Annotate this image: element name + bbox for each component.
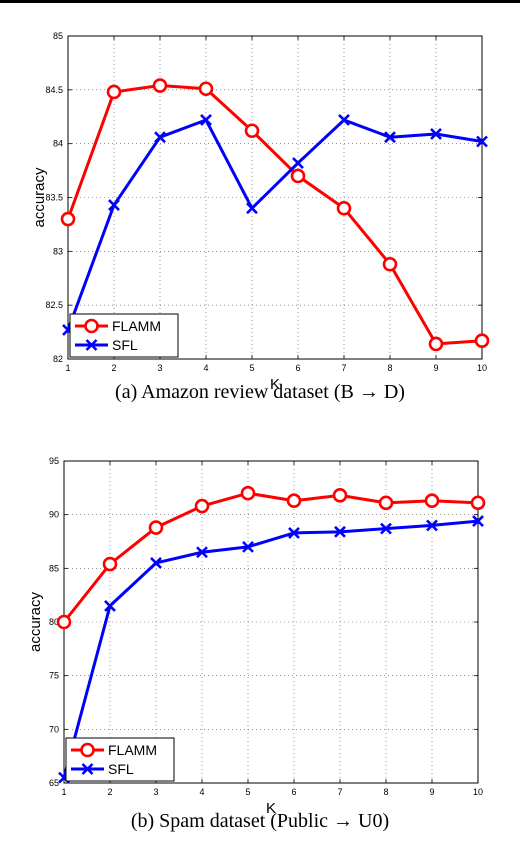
x-tick-label: 7 xyxy=(337,787,342,797)
data-point-flamm xyxy=(194,498,210,514)
data-point-sfl xyxy=(292,157,304,169)
series-line-sfl xyxy=(66,118,483,331)
y-tick-label: 65 xyxy=(49,778,59,788)
x-axis-label: K xyxy=(270,376,280,393)
data-point-sfl xyxy=(288,526,300,539)
data-point-sfl xyxy=(472,515,484,528)
data-point-flamm xyxy=(102,556,118,572)
y-tick-label: 70 xyxy=(49,724,59,734)
legend-marker-flamm xyxy=(84,318,99,334)
data-point-flamm xyxy=(474,333,490,348)
y-tick-label: 85 xyxy=(53,31,63,41)
x-tick-label: 5 xyxy=(245,787,250,797)
plot-frame xyxy=(63,460,479,784)
x-tick-label: 2 xyxy=(111,363,116,373)
x-tick-label: 6 xyxy=(291,787,296,797)
legend-marker-sfl xyxy=(85,339,98,351)
data-point-sfl xyxy=(476,135,488,148)
data-point-sfl xyxy=(338,114,350,126)
legend-label-flamm: FLAMM xyxy=(108,742,157,758)
x-tick-label: 4 xyxy=(199,787,204,797)
data-point-sfl xyxy=(334,525,346,538)
data-point-flamm xyxy=(332,488,348,503)
data-point-flamm xyxy=(244,123,260,139)
y-tick-label: 84.5 xyxy=(45,85,63,95)
data-point-flamm xyxy=(428,336,444,352)
x-axis-label: K xyxy=(266,800,276,817)
plot-frame xyxy=(67,35,483,360)
data-point-flamm xyxy=(286,493,302,509)
data-point-sfl xyxy=(426,519,438,532)
data-point-flamm xyxy=(56,614,72,630)
data-point-sfl xyxy=(150,557,162,569)
data-point-sfl xyxy=(108,199,120,211)
data-point-flamm xyxy=(470,495,486,511)
data-point-sfl xyxy=(196,546,208,559)
x-tick-label: 3 xyxy=(153,787,158,797)
data-point-sfl xyxy=(242,540,254,553)
series-line-flamm xyxy=(62,491,479,623)
x-tick-label: 10 xyxy=(477,363,487,373)
data-point-flamm xyxy=(148,520,164,535)
data-point-flamm xyxy=(106,84,122,100)
x-tick-label: 5 xyxy=(249,363,254,373)
x-tick-label: 8 xyxy=(387,363,392,373)
x-tick-label: 6 xyxy=(295,363,300,373)
data-point-flamm xyxy=(60,211,76,227)
data-point-sfl xyxy=(154,131,166,144)
y-tick-label: 90 xyxy=(49,510,59,520)
data-point-sfl xyxy=(246,202,258,215)
data-point-flamm xyxy=(336,200,352,216)
x-tick-label: 9 xyxy=(429,787,434,797)
caption-b: (b) Spam dataset (Public → U0) xyxy=(130,810,390,832)
data-point-flamm xyxy=(152,78,168,93)
data-point-flamm xyxy=(382,256,398,272)
x-tick-label: 1 xyxy=(61,787,66,797)
caption-a: (a) Amazon review dataset (B → D) xyxy=(115,381,405,403)
top-border-line xyxy=(0,0,520,3)
data-point-flamm xyxy=(290,168,306,184)
series-line-flamm xyxy=(66,84,483,346)
y-tick-label: 83.5 xyxy=(45,193,63,203)
x-tick-label: 7 xyxy=(341,363,346,373)
data-point-sfl xyxy=(380,522,392,535)
data-point-sfl xyxy=(384,131,396,144)
chart-a-svg: 1 2 3 4 5 6 7 8 9 10 82 82.5 83 83.5 84 84.5 85 Kaccuracy… xyxy=(31,31,490,393)
legend-label-flamm: FLAMM xyxy=(112,318,161,334)
x-tick-label: 4 xyxy=(203,363,208,373)
y-axis-label: accuracy xyxy=(31,167,48,228)
legend-marker-sfl xyxy=(81,763,94,775)
y-tick-label: 82 xyxy=(53,354,63,364)
y-tick-label: 80 xyxy=(49,617,59,627)
x-tick-label: 9 xyxy=(433,363,438,373)
x-tick-label: 3 xyxy=(157,363,162,373)
data-point-flamm xyxy=(198,81,214,97)
data-point-sfl xyxy=(104,599,116,612)
x-tick-label: 2 xyxy=(107,787,112,797)
legend-label-sfl: SFL xyxy=(108,761,134,777)
series-line-sfl xyxy=(62,519,479,779)
legend-label-sfl: SFL xyxy=(112,337,138,353)
data-point-flamm xyxy=(378,495,394,511)
y-tick-label: 83 xyxy=(53,246,63,256)
y-tick-label: 75 xyxy=(49,671,59,681)
x-tick-label: 8 xyxy=(383,787,388,797)
y-tick-label: 84 xyxy=(53,139,63,149)
y-tick-label: 82.5 xyxy=(45,300,63,310)
y-tick-label: 85 xyxy=(49,563,59,573)
data-point-sfl xyxy=(430,128,442,140)
legend-marker-flamm xyxy=(80,742,95,758)
y-axis-label: accuracy xyxy=(27,591,44,652)
x-tick-label: 1 xyxy=(65,363,70,373)
x-tick-label: 10 xyxy=(473,787,483,797)
data-point-flamm xyxy=(240,485,256,501)
data-point-flamm xyxy=(424,493,440,509)
data-point-sfl xyxy=(200,114,212,126)
y-tick-label: 95 xyxy=(49,456,59,466)
